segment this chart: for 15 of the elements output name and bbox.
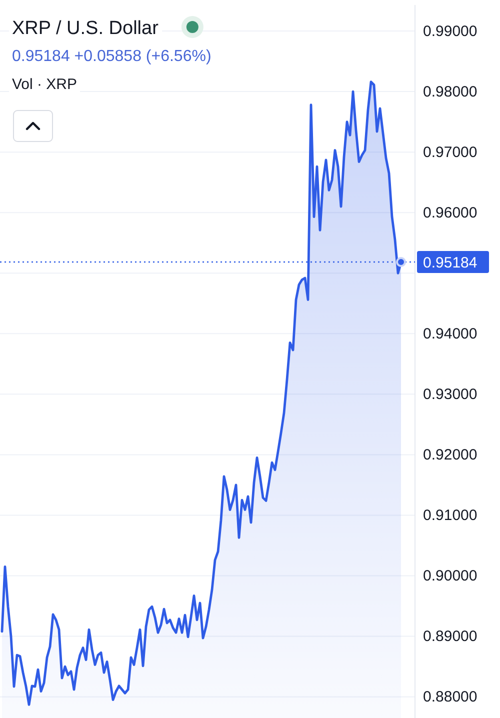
y-tick-label: 0.88000 bbox=[423, 688, 478, 706]
y-tick-label: 0.97000 bbox=[423, 144, 478, 161]
y-tick-label: 0.94000 bbox=[423, 325, 478, 342]
y-tick-label: 0.96000 bbox=[423, 204, 478, 222]
text: 0.95184 +0.05858 (+6.56%) bbox=[12, 48, 212, 65]
y-tick-label: 0.89000 bbox=[423, 628, 478, 646]
y-tick-label: 0.93000 bbox=[423, 386, 478, 403]
y-tick-label: 0.91000 bbox=[423, 507, 478, 524]
y-tick-label: 0.99000 bbox=[423, 22, 478, 40]
annotation: Vol · XRP bbox=[12, 76, 78, 93]
y-tick-label: 0.98000 bbox=[423, 83, 478, 100]
y-tick-label: 0.92000 bbox=[423, 446, 478, 464]
text: XRP / U.S. Dollar bbox=[12, 18, 160, 39]
y-tick-label: 0.90000 bbox=[423, 568, 478, 585]
ref-line-label: 0.95184 bbox=[423, 254, 478, 272]
